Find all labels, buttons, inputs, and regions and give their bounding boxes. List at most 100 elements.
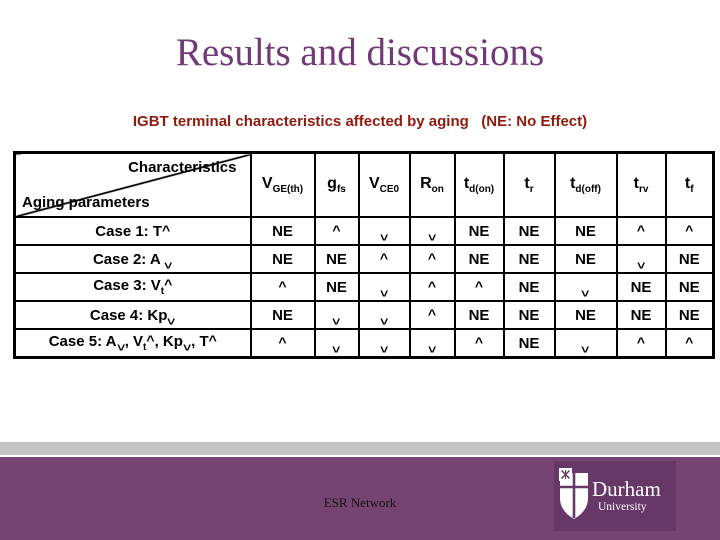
value-cell: ^ [453,328,505,359]
value-cell: ^ [357,300,411,330]
table-row-case-4: Case 4: Kp^ NE ^ ^ ^ NE NE NE NE NE [13,300,715,330]
table-row-case-5: Case 5: A^, Vt^, Kp^, T^ ^ ^ ^ ^ ^ NE ^ ^ ^ [13,328,715,359]
value-cell: ^ [408,244,456,274]
down-arrow-glyph: ^ [182,338,192,354]
value-cell: ^ [664,328,715,359]
value-cell: NE [313,244,360,274]
value-cell: NE [502,300,556,330]
table-row-case-2: Case 2: A ^ NE NE ^ ^ NE NE NE ^ NE [13,244,715,274]
down-arrow-glyph: ^ [379,311,389,328]
slide-subtitle: IGBT terminal characteristics affected b… [132,113,588,130]
up-arrow-glyph: ^ [208,332,217,348]
subscript: GE(th) [272,184,304,195]
row-label-case-5: Case 5: A^, Vt^, Kp^, T^ [13,328,252,359]
footer-gray-bar [0,442,720,455]
value-cell: ^ [664,216,715,246]
col-header-t-rv: trv [615,151,667,218]
table-header-row: Characteristics Aging parameters VGE(th)… [13,151,715,218]
value-cell: NE [664,272,715,302]
col-header-V-CE0: VCE0 [357,151,411,218]
value-cell: ^ [357,272,411,302]
subscript: fs [336,184,346,195]
col-header-g-fs: gfs [313,151,360,218]
value-cell: ^ [249,272,316,302]
value-cell: NE [502,272,556,302]
value-cell: ^ [408,328,456,359]
value-cell: NE [313,272,360,302]
subscript: r [529,184,534,195]
subscript: t [143,342,147,353]
slide-title: Results and discussions [175,31,545,74]
down-arrow-glyph: ^ [379,227,389,244]
corner-label-characteristics: Characteristics [128,159,237,176]
value-cell: NE [453,244,505,274]
subscript: d(on) [469,184,495,195]
value-cell: ^ [453,272,505,302]
down-arrow-glyph: ^ [332,311,341,328]
up-arrow-glyph: ^ [685,333,694,350]
up-arrow-glyph: ^ [278,333,287,350]
durham-logo: Durham University [554,461,676,531]
col-header-V-GE(th): VGE(th) [249,151,316,218]
table-row-case-3: Case 3: Vt^ ^ NE ^ ^ ^ NE ^ NE NE [13,272,715,302]
value-cell: NE [249,244,316,274]
value-cell: NE [615,300,667,330]
row-label-case-2: Case 2: A ^ [13,244,252,274]
row-label-case-1: Case 1: T^ [13,216,252,246]
subscript: f [690,184,694,195]
durham-logo-subname: University [598,501,647,513]
down-arrow-glyph: ^ [636,255,646,272]
up-arrow-glyph: ^ [685,221,694,238]
value-cell: NE [502,328,556,359]
subscript: t [160,286,165,297]
up-arrow-glyph: ^ [146,332,155,348]
table-row-case-1: Case 1: T^ NE ^ ^ ^ NE NE NE ^ ^ [13,216,715,246]
value-cell: NE [502,216,556,246]
up-arrow-glyph: ^ [474,277,484,294]
value-cell: ^ [615,328,667,359]
up-arrow-glyph: ^ [379,249,389,266]
value-cell: ^ [313,328,360,359]
value-cell: NE [249,300,316,330]
value-cell: ^ [408,216,456,246]
up-arrow-glyph: ^ [332,221,341,238]
col-header-R-on: Ron [408,151,456,218]
value-cell: ^ [408,300,456,330]
up-arrow-glyph: ^ [162,221,171,238]
subscript: d(off) [575,184,601,195]
up-arrow-glyph: ^ [427,277,437,294]
value-cell: NE [553,300,618,330]
up-arrow-glyph: ^ [474,333,484,350]
down-arrow-glyph: ^ [116,338,125,354]
value-cell: ^ [357,244,411,274]
value-cell: NE [553,216,618,246]
subscript: CE0 [379,184,400,195]
value-cell: NE [453,216,505,246]
value-cell: ^ [615,244,667,274]
value-cell: ^ [313,300,360,330]
subscript: on [431,184,444,195]
down-arrow-glyph: ^ [581,339,590,356]
up-arrow-glyph: ^ [427,305,437,322]
esr-network-label: ESR Network [323,495,397,510]
down-arrow-glyph: ^ [379,283,389,300]
up-arrow-glyph: ^ [164,276,173,292]
up-arrow-glyph: ^ [636,333,646,350]
value-cell: NE [453,300,505,330]
down-arrow-glyph: ^ [581,283,590,300]
down-arrow-glyph: ^ [164,255,173,272]
value-cell: NE [664,244,715,274]
down-arrow-glyph: ^ [332,339,341,356]
up-arrow-glyph: ^ [278,277,287,294]
value-cell: NE [615,272,667,302]
corner-header-cell: Characteristics Aging parameters [13,151,252,218]
down-arrow-glyph: ^ [427,227,437,244]
value-cell: ^ [615,216,667,246]
aging-characteristics-table: Characteristics Aging parameters VGE(th)… [13,151,715,359]
durham-shield-icon [559,468,588,519]
down-arrow-glyph: ^ [379,339,389,356]
value-cell: ^ [249,328,316,359]
col-header-t-f: tf [664,151,715,218]
value-cell: NE [249,216,316,246]
